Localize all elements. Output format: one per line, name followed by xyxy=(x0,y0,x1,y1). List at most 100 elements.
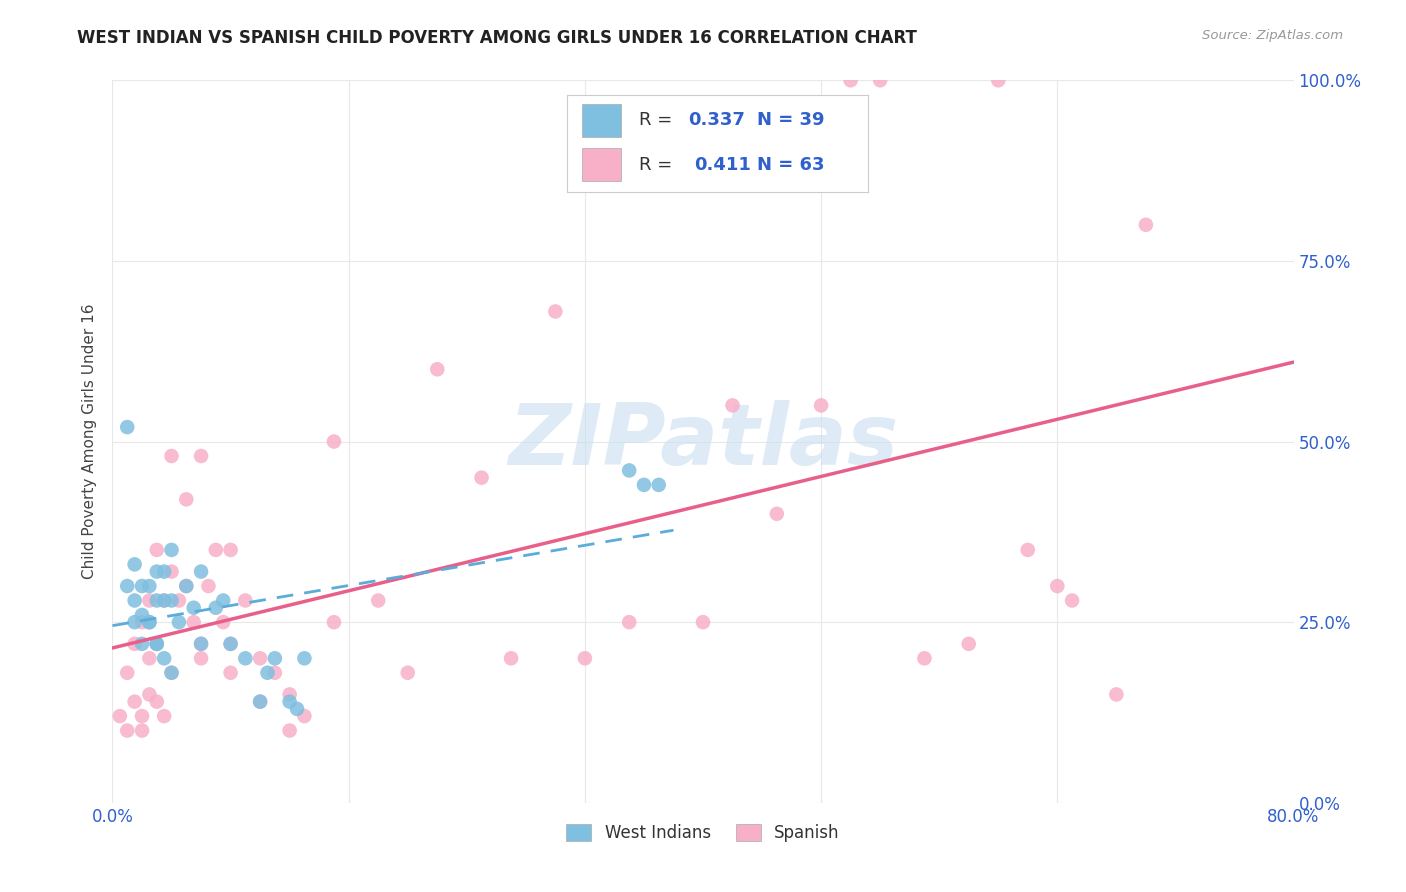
Point xyxy=(692,615,714,630)
Point xyxy=(1046,579,1069,593)
Point xyxy=(574,651,596,665)
Point xyxy=(256,665,278,680)
Point xyxy=(138,651,160,665)
Point xyxy=(278,723,301,738)
Point xyxy=(470,471,494,485)
Point xyxy=(183,615,205,630)
Point xyxy=(153,651,176,665)
Point xyxy=(138,579,160,593)
Point xyxy=(292,709,315,723)
Point xyxy=(278,687,301,701)
Point xyxy=(914,651,936,665)
Text: ZIPatlas: ZIPatlas xyxy=(508,400,898,483)
Point xyxy=(160,593,183,607)
Point xyxy=(721,398,744,412)
Point xyxy=(249,695,271,709)
Point xyxy=(131,709,153,723)
Point xyxy=(205,542,228,557)
Point xyxy=(153,593,176,607)
Point xyxy=(396,665,419,680)
Point xyxy=(278,695,301,709)
Point xyxy=(124,637,146,651)
Point xyxy=(544,304,567,318)
Point xyxy=(146,637,169,651)
Point xyxy=(619,463,641,477)
Point xyxy=(219,542,242,557)
Point xyxy=(160,665,183,680)
Point xyxy=(160,542,183,557)
Text: Source: ZipAtlas.com: Source: ZipAtlas.com xyxy=(1202,29,1343,42)
Point xyxy=(124,558,146,572)
Text: WEST INDIAN VS SPANISH CHILD POVERTY AMONG GIRLS UNDER 16 CORRELATION CHART: WEST INDIAN VS SPANISH CHILD POVERTY AMO… xyxy=(77,29,917,46)
Point xyxy=(117,420,138,434)
Point xyxy=(146,637,169,651)
Point xyxy=(219,637,242,651)
Point xyxy=(233,593,256,607)
Point xyxy=(219,637,242,651)
Point xyxy=(212,593,235,607)
Point xyxy=(124,615,146,630)
Point xyxy=(138,615,160,630)
Point xyxy=(766,507,789,521)
Point xyxy=(647,478,671,492)
Point xyxy=(146,637,169,651)
Point xyxy=(174,579,197,593)
Point xyxy=(323,434,346,449)
Point xyxy=(160,449,183,463)
Point xyxy=(219,665,242,680)
Point xyxy=(174,579,197,593)
Point xyxy=(205,600,228,615)
Point xyxy=(190,449,212,463)
Point xyxy=(117,579,138,593)
Point xyxy=(167,615,190,630)
Point xyxy=(138,687,160,701)
Point xyxy=(190,637,212,651)
Point xyxy=(124,695,146,709)
Point xyxy=(146,593,169,607)
Point xyxy=(131,607,153,622)
Point xyxy=(153,709,176,723)
Point xyxy=(233,651,256,665)
Point xyxy=(426,362,449,376)
Point xyxy=(619,615,641,630)
Point xyxy=(367,593,389,607)
Point xyxy=(249,695,271,709)
Point xyxy=(153,593,176,607)
Point xyxy=(167,593,190,607)
Point xyxy=(146,542,169,557)
Point xyxy=(190,565,212,579)
Point xyxy=(153,565,176,579)
Y-axis label: Child Poverty Among Girls Under 16: Child Poverty Among Girls Under 16 xyxy=(82,304,97,579)
Point xyxy=(160,565,183,579)
Point xyxy=(174,492,197,507)
Point xyxy=(131,637,153,651)
Point xyxy=(285,702,308,716)
Point xyxy=(138,615,160,630)
Point xyxy=(810,398,832,412)
Point xyxy=(183,600,205,615)
Point xyxy=(117,723,138,738)
Point xyxy=(197,579,219,593)
Point xyxy=(117,665,138,680)
Point xyxy=(138,593,160,607)
Point xyxy=(1062,593,1084,607)
Point xyxy=(264,665,287,680)
Point xyxy=(131,615,153,630)
Point xyxy=(957,637,980,651)
Point xyxy=(501,651,523,665)
Point xyxy=(160,665,183,680)
Point xyxy=(108,709,131,723)
Point xyxy=(1017,542,1039,557)
Point xyxy=(869,73,891,87)
Point xyxy=(131,579,153,593)
Point xyxy=(987,73,1010,87)
Point xyxy=(292,651,315,665)
Point xyxy=(264,651,287,665)
Point xyxy=(212,615,235,630)
Point xyxy=(1135,218,1157,232)
Point xyxy=(131,723,153,738)
Point xyxy=(1105,687,1128,701)
Point xyxy=(124,593,146,607)
Point xyxy=(146,695,169,709)
Point xyxy=(633,478,655,492)
